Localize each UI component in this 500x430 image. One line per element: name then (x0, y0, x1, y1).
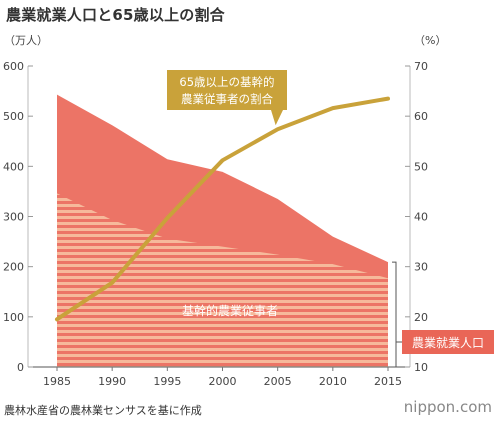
left-tick-label-600: 600 (3, 60, 24, 73)
left-tick-label-100: 100 (3, 311, 24, 324)
right-tick-label-60: 60 (414, 110, 428, 123)
right-axis-unit: （%） (414, 34, 446, 47)
right-tick-label-30: 30 (414, 261, 428, 274)
core-area-label: 基幹的農業従事者 (182, 303, 278, 318)
left-tick-label-0: 0 (17, 361, 24, 374)
x-tick-label-2010: 2010 (319, 375, 347, 388)
left-tick-label-300: 300 (3, 211, 24, 224)
total-bracket (392, 261, 397, 368)
right-tick-label-70: 70 (414, 60, 428, 73)
chart-title: 農業就業人口と65歳以上の割合 (6, 6, 225, 24)
ratio-callout-line-2: 農業従事者の割合 (181, 92, 273, 106)
right-tick-label-50: 50 (414, 160, 428, 173)
right-tick-label-20: 20 (414, 311, 428, 324)
source-note: 農林水産省の農林業センサスを基に作成 (4, 404, 202, 417)
x-tick-label-2005: 2005 (264, 375, 292, 388)
core-striped-area (57, 193, 388, 367)
x-tick-label-1990: 1990 (98, 375, 126, 388)
brand-logo: nippon.com (404, 398, 492, 416)
left-tick-label-400: 400 (3, 160, 24, 173)
ratio-callout-pointer (271, 110, 283, 126)
x-tick-label-1985: 1985 (43, 375, 71, 388)
right-tick-label-10: 10 (414, 361, 428, 374)
right-tick-label-40: 40 (414, 211, 428, 224)
brand-text: nippon.com (403, 398, 492, 416)
ratio-callout-line-1: 65歳以上の基幹的 (179, 75, 274, 89)
x-tick-label-1995: 1995 (153, 375, 181, 388)
left-tick-label-500: 500 (3, 110, 24, 123)
x-tick-label-2000: 2000 (209, 375, 237, 388)
ratio-callout-box (167, 70, 287, 110)
total-label-box (402, 330, 494, 354)
total-area-label: 農業就業人口 (412, 336, 484, 350)
left-axis-unit: （万人） (4, 34, 48, 47)
x-tick-label-2015: 2015 (374, 375, 402, 388)
left-tick-label-200: 200 (3, 261, 24, 274)
